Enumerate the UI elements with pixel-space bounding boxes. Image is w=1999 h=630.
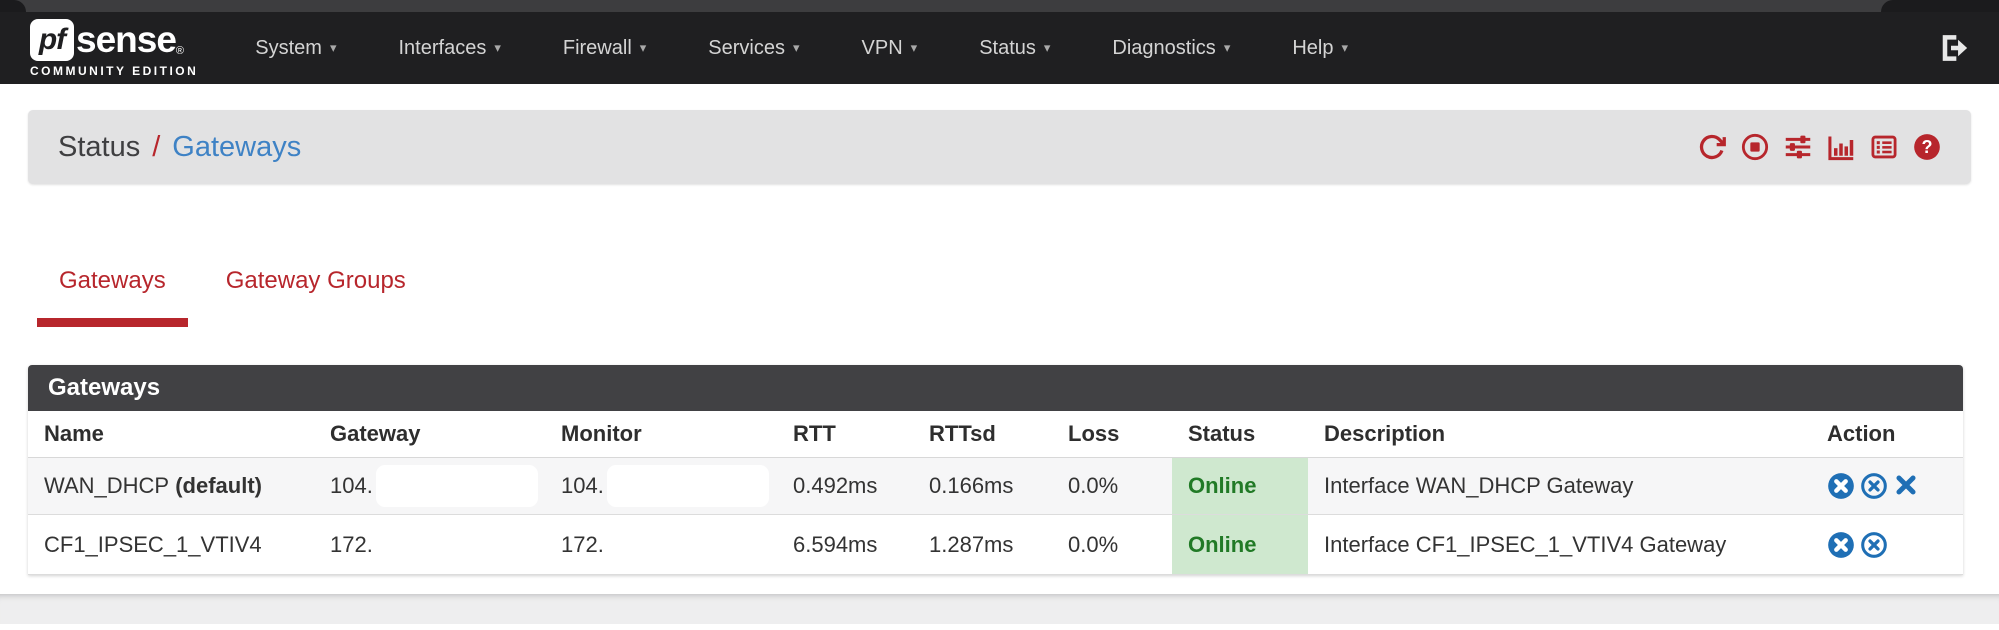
default-badge: (default) [175, 473, 262, 498]
gateway-cell: 172. [314, 515, 545, 574]
chevron-down-icon: ▾ [1043, 40, 1051, 55]
chevron-down-icon: ▾ [639, 40, 647, 55]
cancel-gateway-circle-x-outline-icon[interactable] [1860, 472, 1888, 500]
nav-item-diagnostics[interactable]: Diagnostics ▾ [1112, 36, 1231, 59]
pfsense-logo[interactable]: pf sense ® COMMUNITY EDITION [30, 18, 199, 78]
chevron-down-icon: ▾ [1223, 40, 1231, 55]
tab-gateway-groups[interactable]: Gateway Groups [225, 267, 406, 294]
gateway-row-cf1-ipsec: CF1_IPSEC_1_VTIV4 172. 172. 6.594ms 1.28… [28, 515, 1963, 575]
rtt-cell: 6.594ms [793, 531, 878, 557]
status-badge: Online [1172, 458, 1308, 514]
col-rtt: RTT [793, 421, 836, 446]
col-name: Name [44, 421, 104, 446]
log-view-icon[interactable] [1870, 133, 1898, 161]
name-cell: WAN_DHCP (default) [44, 473, 262, 498]
nav-item-interfaces[interactable]: Interfaces ▾ [398, 36, 501, 59]
action-cell [1811, 515, 1963, 574]
cancel-gateway-circle-x-outline-icon[interactable] [1860, 531, 1888, 559]
panel-title: Gateways [28, 365, 1963, 411]
breadcrumb-bar: Status / Gateways [28, 110, 1971, 184]
loss-cell: 0.0% [1068, 473, 1119, 498]
breadcrumb: Status / Gateways [58, 131, 301, 164]
deactivate-gateway-circle-x-solid-icon[interactable] [1827, 531, 1855, 559]
col-rttsd: RTTsd [929, 421, 996, 446]
nav-item-help[interactable]: Help ▾ [1292, 36, 1349, 59]
pf-logo-badge: pf [30, 18, 74, 61]
description-cell: Interface CF1_IPSEC_1_VTIV4 Gateway [1324, 531, 1727, 557]
deactivate-gateway-circle-x-solid-icon[interactable] [1827, 472, 1855, 500]
breadcrumb-page-link[interactable]: Gateways [172, 130, 302, 163]
page-tabs: Gateways Gateway Groups [37, 264, 1999, 327]
table-header-row: Name Gateway Monitor RTT RTTsd Loss Stat… [28, 411, 1963, 458]
loss-cell: 0.0% [1068, 531, 1119, 557]
col-action: Action [1827, 421, 1896, 446]
help-icon[interactable]: ? [1913, 133, 1941, 161]
chevron-down-icon: ▾ [494, 40, 501, 55]
col-loss: Loss [1068, 421, 1120, 446]
monitor-cell: 104. [545, 458, 777, 514]
chevron-down-icon: ▾ [1341, 40, 1349, 55]
redacted-ip [375, 523, 538, 566]
redacted-ip [375, 465, 538, 507]
main-navbar: pf sense ® COMMUNITY EDITION System ▾ Int… [0, 12, 1999, 84]
tab-gateways[interactable]: Gateways [37, 264, 188, 327]
status-badge: Online [1172, 515, 1308, 574]
redacted-ip [606, 465, 769, 507]
breadcrumb-actions: ? [1698, 133, 1941, 161]
sign-out-icon[interactable] [1937, 32, 1969, 64]
svg-text:?: ? [1921, 137, 1932, 157]
description-cell: Interface WAN_DHCP Gateway [1324, 473, 1634, 498]
chevron-down-icon: ▾ [910, 40, 918, 55]
registered-mark: ® [175, 44, 185, 57]
action-cell [1811, 458, 1963, 514]
delete-gateway-x-icon[interactable] [1893, 472, 1921, 500]
name-cell: CF1_IPSEC_1_VTIV4 [44, 531, 262, 557]
window-top-strip [0, 0, 1999, 12]
col-description: Description [1324, 421, 1446, 446]
rttsd-cell: 0.166ms [929, 473, 1014, 498]
rttsd-cell: 1.287ms [929, 531, 1014, 557]
chevron-down-icon: ▾ [329, 40, 337, 55]
community-edition-label: COMMUNITY EDITION [30, 63, 199, 78]
redacted-ip [606, 523, 769, 566]
settings-sliders-icon[interactable] [1784, 133, 1812, 161]
gateways-panel: Gateways Name Gateway Monitor RTT RTTsd … [28, 365, 1963, 575]
monitoring-graph-icon[interactable] [1827, 133, 1855, 161]
chevron-down-icon: ▾ [793, 40, 800, 55]
nav-item-system[interactable]: System ▾ [255, 36, 337, 59]
gateway-cell: 104. [314, 458, 545, 514]
page-bottom-strip [0, 594, 1999, 624]
breadcrumb-section: Status [58, 130, 141, 163]
stop-icon[interactable] [1741, 133, 1769, 161]
refresh-icon[interactable] [1698, 133, 1726, 161]
main-menu: System ▾ Interfaces ▾ Firewall ▾ Services ▾ … [224, 37, 1379, 60]
rtt-cell: 0.492ms [793, 473, 878, 498]
col-monitor: Monitor [561, 421, 642, 446]
gateway-row-wan-dhcp: WAN_DHCP (default) 104. 104. 0.492ms 0.1… [28, 458, 1963, 515]
nav-item-status[interactable]: Status ▾ [979, 36, 1051, 59]
col-status: Status [1188, 421, 1256, 446]
col-gateway: Gateway [330, 421, 421, 446]
brand-name: sense [76, 18, 177, 60]
nav-item-vpn[interactable]: VPN ▾ [861, 36, 918, 59]
nav-item-firewall[interactable]: Firewall ▾ [562, 36, 647, 59]
nav-item-services[interactable]: Services ▾ [708, 36, 800, 59]
breadcrumb-separator: / [152, 130, 161, 163]
monitor-cell: 172. [545, 515, 777, 574]
